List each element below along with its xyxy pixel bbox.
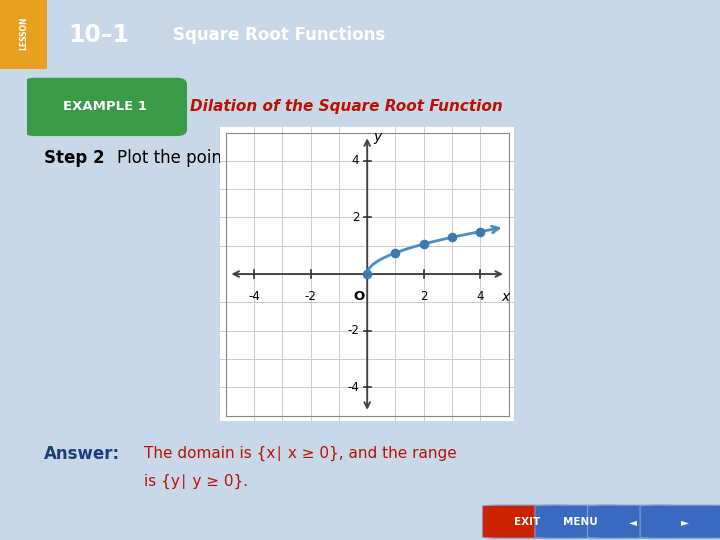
Text: -2: -2	[348, 324, 359, 337]
Text: -2: -2	[305, 289, 317, 302]
Point	[390, 248, 401, 257]
Text: Square Root Functions: Square Root Functions	[173, 25, 385, 44]
Text: 2: 2	[352, 211, 359, 224]
FancyBboxPatch shape	[0, 0, 47, 69]
Point	[361, 270, 373, 279]
Point	[446, 233, 458, 241]
Text: is {y∣ y ≥ 0}.: is {y∣ y ≥ 0}.	[144, 474, 248, 489]
Point	[474, 227, 486, 236]
Text: 10–1: 10–1	[68, 23, 130, 46]
Text: ◄: ◄	[629, 517, 636, 526]
Text: The domain is {x∣ x ≥ 0}, and the range: The domain is {x∣ x ≥ 0}, and the range	[144, 446, 456, 461]
Text: Dilation of the Square Root Function: Dilation of the Square Root Function	[190, 99, 503, 114]
Text: EXAMPLE 1: EXAMPLE 1	[63, 100, 147, 113]
Text: 2: 2	[420, 289, 428, 302]
FancyBboxPatch shape	[482, 505, 572, 538]
Text: x: x	[502, 289, 510, 303]
Text: LESSON: LESSON	[19, 16, 28, 50]
FancyBboxPatch shape	[535, 505, 625, 538]
Text: O: O	[354, 289, 365, 302]
Text: 4: 4	[477, 289, 484, 302]
Text: ►: ►	[681, 517, 689, 526]
Text: -4: -4	[248, 289, 260, 302]
Text: -4: -4	[348, 381, 359, 394]
FancyBboxPatch shape	[588, 505, 678, 538]
Text: MENU: MENU	[562, 517, 598, 526]
Text: EXIT: EXIT	[514, 517, 541, 526]
FancyBboxPatch shape	[24, 78, 187, 136]
Text: 4: 4	[352, 154, 359, 167]
FancyBboxPatch shape	[640, 505, 720, 538]
Point	[418, 240, 430, 248]
Text: Answer:: Answer:	[44, 444, 120, 463]
Text: Step 2: Step 2	[44, 148, 104, 167]
Text: Plot the points. Draw a smooth curve.: Plot the points. Draw a smooth curve.	[117, 148, 431, 167]
Text: y: y	[373, 130, 381, 144]
